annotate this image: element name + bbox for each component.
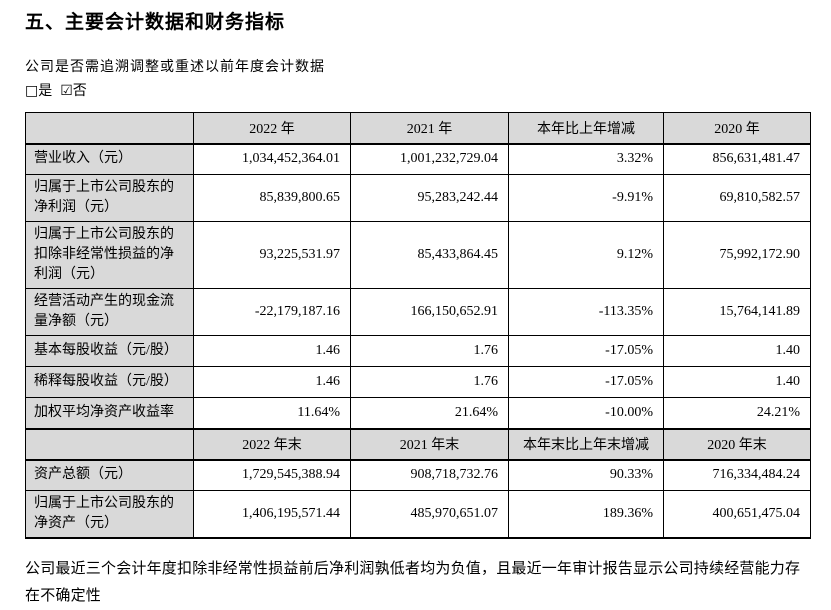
value-2022: 85,839,800.65 (193, 174, 351, 222)
value-2022: -22,179,187.16 (193, 288, 351, 336)
restate-question-text: 公司是否需追溯调整或重述以前年度会计数据 (25, 60, 325, 75)
restate-answer-line: □是 ☑否 (25, 80, 95, 100)
header-cell-blank (25, 112, 194, 145)
table-row-net-profit-excl-nonrecurring: 归属于上市公司股东的扣除非经常性损益的净利润（元） 93,225,531.97 … (25, 221, 811, 289)
table-row-net-assets: 归属于上市公司股东的净资产（元） 1,406,195,571.44 485,97… (25, 490, 811, 539)
value-yoy: -17.05% (508, 366, 664, 398)
header-cell-yoy-change: 本年比上年增减 (508, 112, 664, 145)
table-header-row-annual: 2022 年 2021 年 本年比上年增减 2020 年 (25, 112, 811, 145)
row-label: 归属于上市公司股东的净资产（元） (25, 490, 194, 539)
value-2020: 716,334,484.24 (663, 459, 811, 491)
row-label: 加权平均净资产收益率 (25, 397, 194, 429)
value-2021: 95,283,242.44 (350, 174, 509, 222)
value-2022: 1,034,452,364.01 (193, 143, 351, 175)
value-2020: 1.40 (663, 366, 811, 398)
value-2020: 15,764,141.89 (663, 288, 811, 336)
table-row-diluted-eps: 稀释每股收益（元/股） 1.46 1.76 -17.05% 1.40 (25, 366, 811, 398)
checkbox-yes-option: □是 (25, 83, 53, 99)
table-row-net-profit: 归属于上市公司股东的净利润（元） 85,839,800.65 95,283,24… (25, 174, 811, 222)
value-2020: 856,631,481.47 (663, 143, 811, 175)
table-row-operating-cash-flow: 经营活动产生的现金流量净额（元） -22,179,187.16 166,150,… (25, 288, 811, 336)
header-cell-yoy-end-change: 本年末比上年末增减 (508, 427, 664, 461)
section-title: 五、主要会计数据和财务指标 (25, 12, 286, 33)
row-label: 稀释每股收益（元/股） (25, 366, 194, 398)
value-2022: 1,729,545,388.94 (193, 459, 351, 491)
header-cell-blank (25, 427, 194, 461)
value-yoy: -17.05% (508, 335, 664, 367)
checkbox-unchecked-icon: □ (25, 83, 39, 99)
header-cell-2020-end: 2020 年末 (663, 427, 811, 461)
value-2020: 24.21% (663, 397, 811, 429)
table-row-weighted-avg-roe: 加权平均净资产收益率 11.64% 21.64% -10.00% 24.21% (25, 397, 811, 429)
header-cell-2022: 2022 年 (193, 112, 351, 145)
value-2021: 1.76 (350, 366, 509, 398)
row-label: 营业收入（元） (25, 143, 194, 175)
value-2020: 1.40 (663, 335, 811, 367)
value-2020: 69,810,582.57 (663, 174, 811, 222)
value-2022: 1.46 (193, 366, 351, 398)
row-label: 资产总额（元） (25, 459, 194, 491)
value-yoy: -113.35% (508, 288, 664, 336)
table-row-basic-eps: 基本每股收益（元/股） 1.46 1.76 -17.05% 1.40 (25, 335, 811, 367)
value-2020: 75,992,172.90 (663, 221, 811, 289)
value-yoy: -9.91% (508, 174, 664, 222)
value-yoy: 90.33% (508, 459, 664, 491)
checkbox-no-label: 否 (72, 84, 87, 99)
value-2021: 908,718,732.76 (350, 459, 509, 491)
financial-indicators-table: 2022 年 2021 年 本年比上年增减 2020 年 营业收入（元） 1,0… (25, 112, 811, 539)
table-header-row-year-end: 2022 年末 2021 年末 本年末比上年末增减 2020 年末 (25, 427, 811, 461)
value-2021: 85,433,864.45 (350, 221, 509, 289)
value-2021: 485,970,651.07 (350, 490, 509, 539)
row-label: 经营活动产生的现金流量净额（元） (25, 288, 194, 336)
value-2022: 93,225,531.97 (193, 221, 351, 289)
value-yoy: 9.12% (508, 221, 664, 289)
value-2021: 21.64% (350, 397, 509, 429)
value-2021: 1,001,232,729.04 (350, 143, 509, 175)
header-cell-2021: 2021 年 (350, 112, 509, 145)
checkbox-yes-label: 是 (38, 84, 53, 99)
header-cell-2022-end: 2022 年末 (193, 427, 351, 461)
row-label: 基本每股收益（元/股） (25, 335, 194, 367)
row-label: 归属于上市公司股东的扣除非经常性损益的净利润（元） (25, 221, 194, 289)
header-cell-2021-end: 2021 年末 (350, 427, 509, 461)
value-2022: 1.46 (193, 335, 351, 367)
row-label: 归属于上市公司股东的净利润（元） (25, 174, 194, 222)
going-concern-footnote: 公司最近三个会计年度扣除非经常性损益前后净利润孰低者均为负值，且最近一年审计报告… (25, 561, 801, 604)
value-yoy: 189.36% (508, 490, 664, 539)
value-2022: 1,406,195,571.44 (193, 490, 351, 539)
value-2022: 11.64% (193, 397, 351, 429)
table-row-total-assets: 资产总额（元） 1,729,545,388.94 908,718,732.76 … (25, 459, 811, 491)
checkbox-checked-icon: ☑ (60, 83, 73, 99)
value-2021: 166,150,652.91 (350, 288, 509, 336)
value-yoy: 3.32% (508, 143, 664, 175)
value-yoy: -10.00% (508, 397, 664, 429)
table-row-revenue: 营业收入（元） 1,034,452,364.01 1,001,232,729.0… (25, 143, 811, 175)
checkbox-no-option: ☑否 (60, 83, 87, 99)
value-2020: 400,651,475.04 (663, 490, 811, 539)
value-2021: 1.76 (350, 335, 509, 367)
header-cell-2020: 2020 年 (663, 112, 811, 145)
